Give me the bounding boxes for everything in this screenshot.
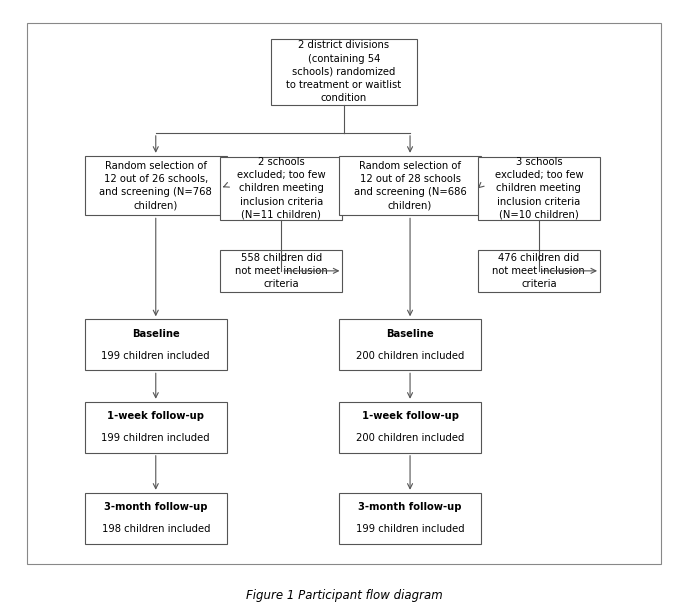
Text: 199 children included: 199 children included <box>101 433 210 443</box>
Text: 2 district divisions
(containing 54
schools) randomized
to treatment or waitlist: 2 district divisions (containing 54 scho… <box>286 41 402 103</box>
Text: Random selection of
12 out of 28 schools
and screening (N=686
children): Random selection of 12 out of 28 schools… <box>354 161 466 211</box>
Bar <box>339 492 481 544</box>
Bar <box>85 492 227 544</box>
Bar <box>339 402 481 453</box>
Bar <box>85 155 227 215</box>
Bar <box>339 155 481 215</box>
Text: 199 children included: 199 children included <box>356 525 464 534</box>
Bar <box>339 319 481 370</box>
Text: Figure 1 Participant flow diagram: Figure 1 Participant flow diagram <box>246 589 442 602</box>
Text: 1-week follow-up: 1-week follow-up <box>107 411 204 421</box>
Text: Baseline: Baseline <box>386 329 434 339</box>
Bar <box>85 402 227 453</box>
Bar <box>477 157 600 220</box>
Text: 200 children included: 200 children included <box>356 433 464 443</box>
Text: 198 children included: 198 children included <box>102 525 210 534</box>
Text: 1-week follow-up: 1-week follow-up <box>362 411 458 421</box>
Text: 3-month follow-up: 3-month follow-up <box>358 502 462 512</box>
Text: 199 children included: 199 children included <box>101 351 210 361</box>
Bar <box>477 249 600 292</box>
Text: 3 schools
excluded; too few
children meeting
inclusion criteria
(N=10 children): 3 schools excluded; too few children mee… <box>495 157 583 220</box>
Text: 3-month follow-up: 3-month follow-up <box>104 502 208 512</box>
Text: Baseline: Baseline <box>132 329 180 339</box>
Text: Random selection of
12 out of 26 schools,
and screening (N=768
children): Random selection of 12 out of 26 schools… <box>99 161 212 211</box>
Text: 476 children did
not meet inclusion
criteria: 476 children did not meet inclusion crit… <box>493 253 585 289</box>
Bar <box>220 249 343 292</box>
Text: 2 schools
excluded; too few
children meeting
inclusion criteria
(N=11 children): 2 schools excluded; too few children mee… <box>237 157 325 220</box>
Text: 558 children did
not meet inclusion
criteria: 558 children did not meet inclusion crit… <box>235 253 327 289</box>
Bar <box>85 319 227 370</box>
Text: 200 children included: 200 children included <box>356 351 464 361</box>
Bar <box>220 157 343 220</box>
Bar <box>271 39 417 105</box>
